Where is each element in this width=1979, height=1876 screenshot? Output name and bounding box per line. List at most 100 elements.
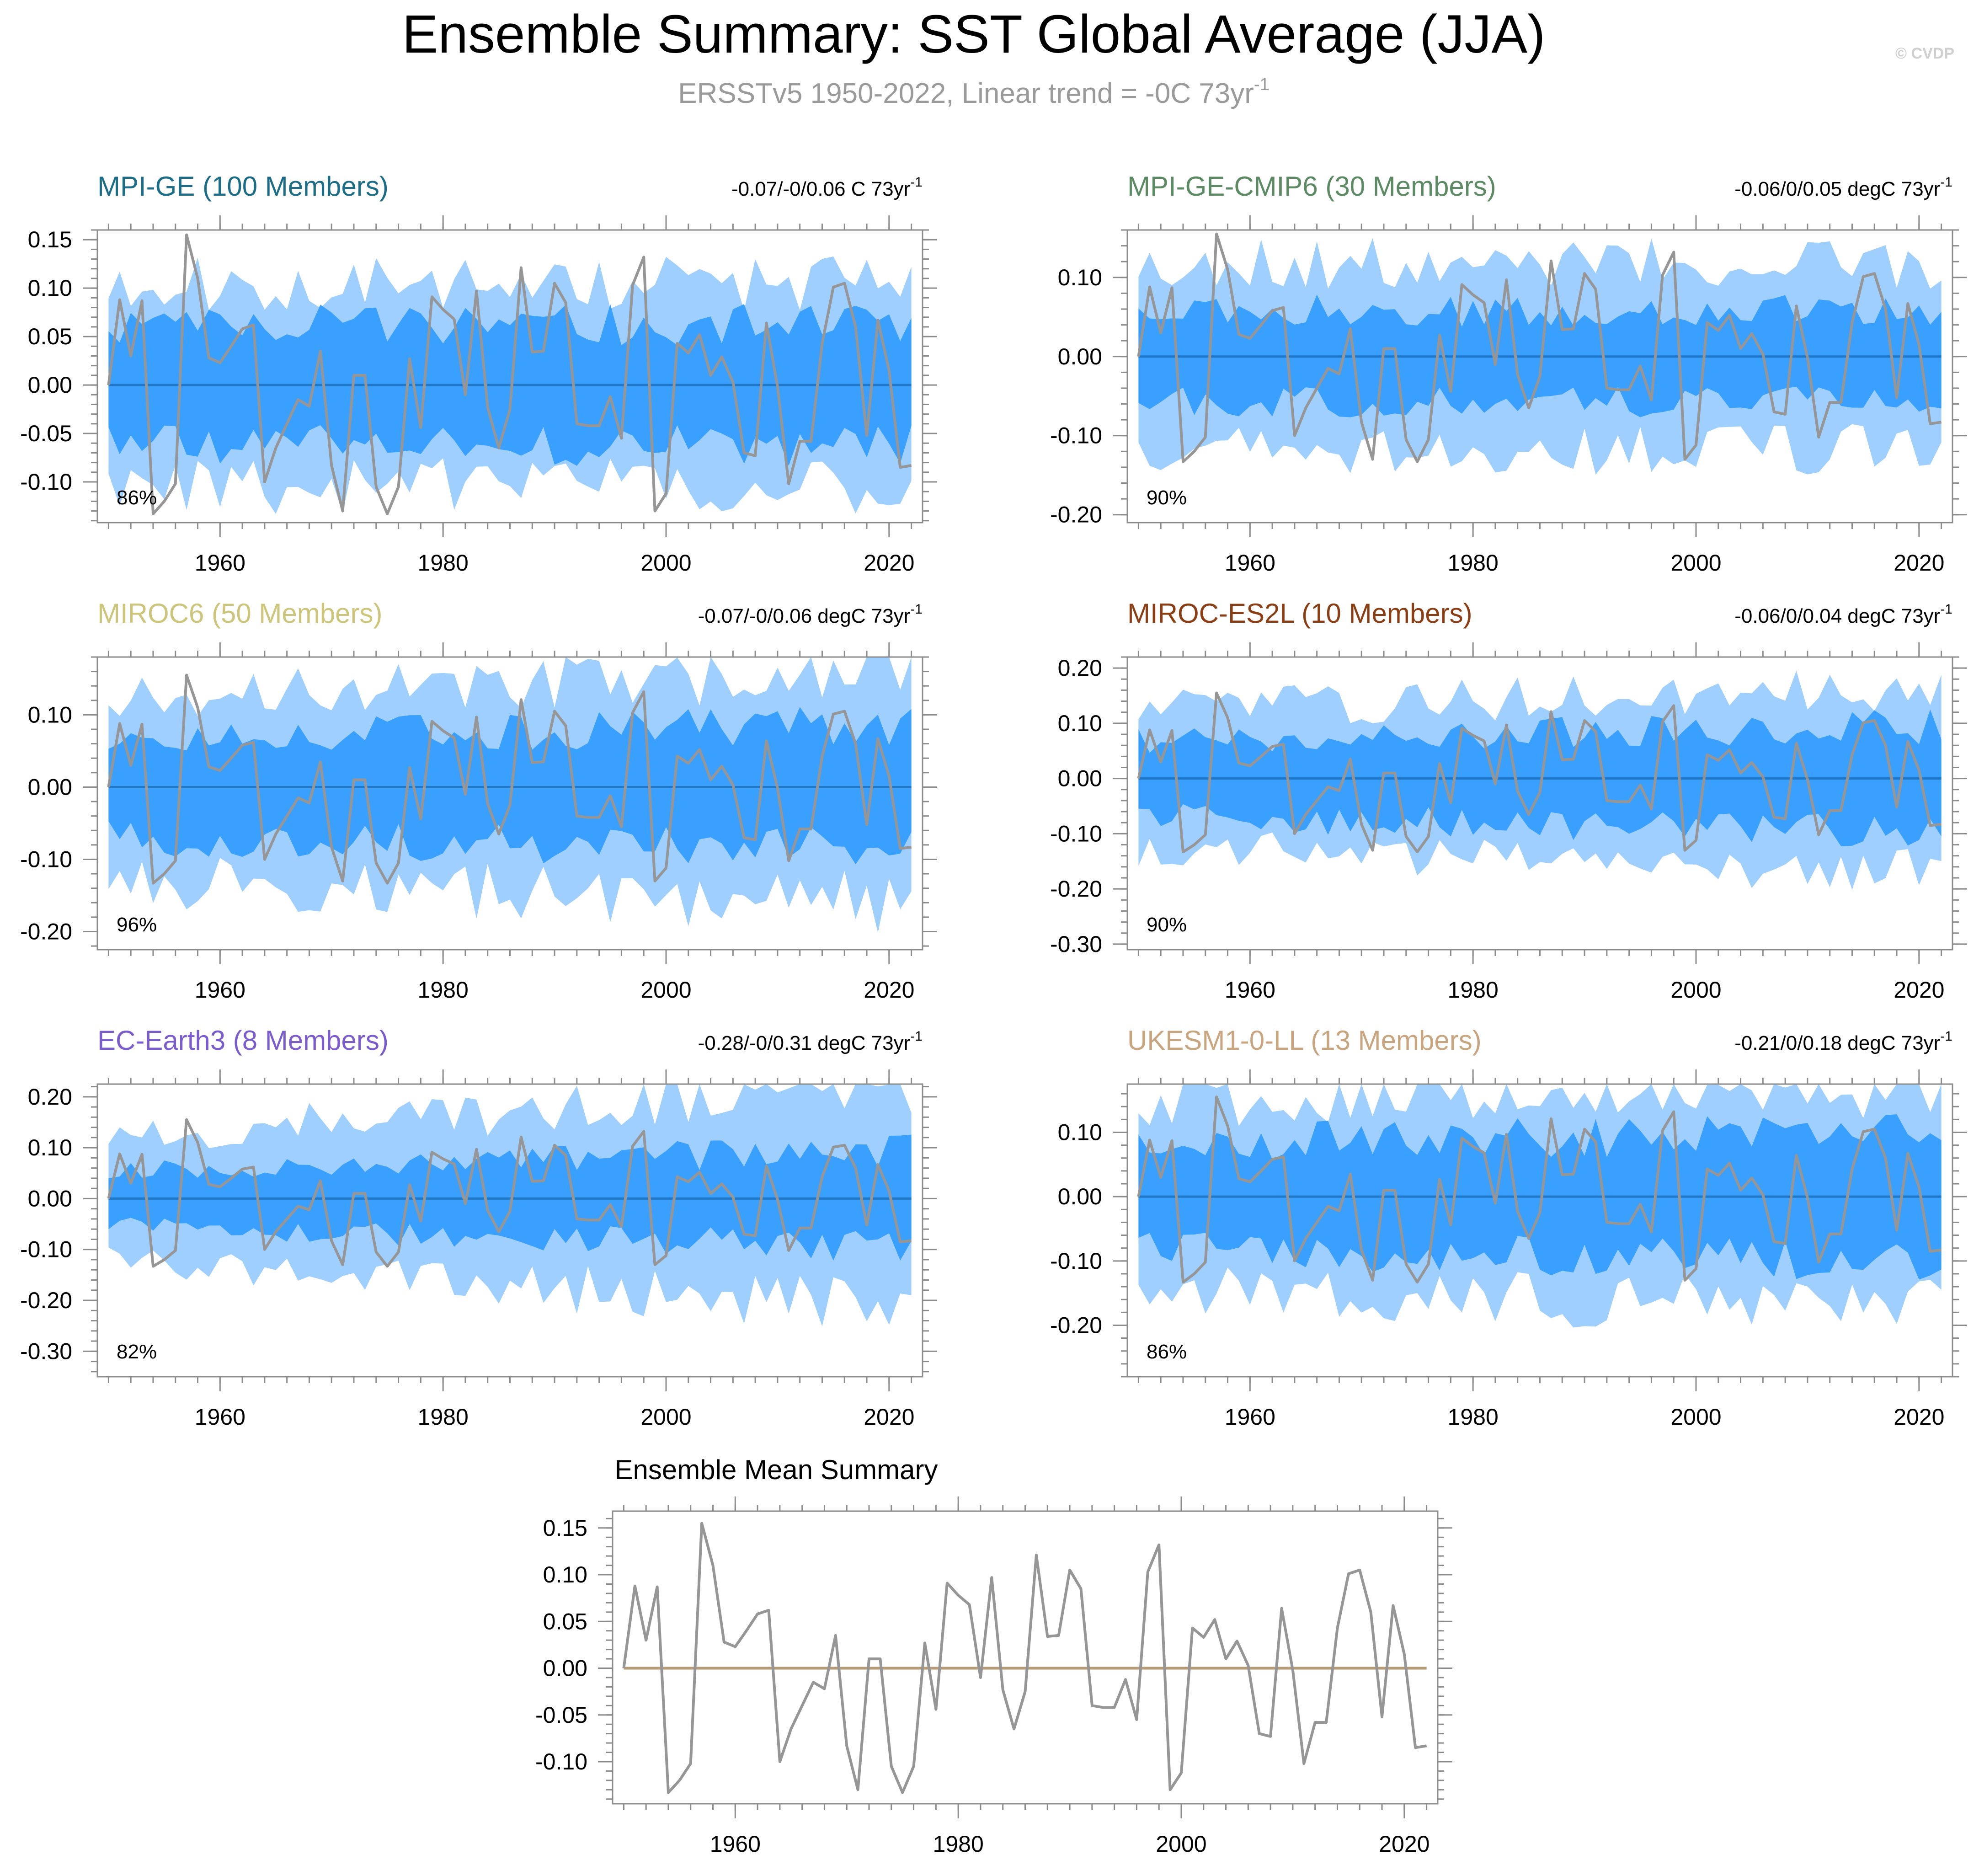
- panel-mpi-ge-cmip6-y-tick-label: -0.10: [1050, 423, 1102, 449]
- figure-title: Ensemble Summary: SST Global Average (JJ…: [402, 4, 1546, 64]
- panel-ukesm1-0-ll-x-tick-label: 1960: [1225, 1404, 1275, 1430]
- panel-miroc-es2l-x-tick-label: 2020: [1894, 977, 1944, 1003]
- panel-miroc-es2l-y-tick-label: -0.30: [1050, 931, 1102, 957]
- panel-mean-summary-y-tick-label: -0.10: [535, 1749, 587, 1774]
- panel-ec-earth3-x-tick-label: 1960: [195, 1404, 245, 1430]
- panel-mean-summary-y-tick-label: 0.00: [543, 1656, 587, 1681]
- panel-mpi-ge-y-tick-label: -0.05: [20, 421, 72, 446]
- panel-mpi-ge-cmip6-x-tick-label: 2000: [1670, 550, 1721, 576]
- panel-miroc-es2l-y-tick-label: 0.00: [1058, 766, 1102, 791]
- panel-mpi-ge-observations-line: [107, 233, 912, 515]
- figure-subtitle-sup: -1: [1254, 75, 1270, 94]
- panel-miroc6-y-tick-label: 0.10: [28, 702, 72, 727]
- panel-mpi-ge-x-tick-label: 1980: [418, 550, 469, 576]
- panel-ec-earth3-observations-line: [107, 1118, 912, 1268]
- panel-mpi-ge-cmip6: 1960 1980 2000 2020 -0.20 -0.10 0.00 0.10 MPI-GE…: [1050, 171, 1967, 576]
- panel-miroc-es2l-observations-line: [1137, 691, 1942, 854]
- panel-miroc-es2l-percent-label: 90%: [1147, 914, 1187, 936]
- cvdp-watermark: © CVDP: [1895, 45, 1954, 62]
- panel-ec-earth3-x-tick-label: 2020: [864, 1404, 914, 1430]
- panel-mpi-ge-cmip6-x-tick-label: 1980: [1448, 550, 1499, 576]
- panel-miroc-es2l-y-tick-label: 0.20: [1058, 655, 1102, 681]
- panel-miroc6-inner-spread-band: [108, 707, 912, 865]
- panel-mpi-ge-cmip6-trend-sup: -1: [1940, 175, 1952, 190]
- panel-ec-earth3-trend-sup: -1: [910, 1029, 923, 1044]
- panel-mpi-ge-y-tick-label: 0.10: [28, 275, 72, 301]
- panel-miroc-es2l-x-tick-label: 1960: [1225, 977, 1275, 1003]
- panel-mpi-ge-trend-label: -0.07/-0/0.06 C 73yr-1: [731, 175, 923, 200]
- panel-miroc-es2l-x-tick-label: 2000: [1670, 977, 1721, 1003]
- panel-ukesm1-0-ll-trend-sup: -1: [1940, 1029, 1952, 1044]
- panel-ec-earth3-trend-text: -0.28/-0/0.31 degC 73yr: [698, 1032, 911, 1054]
- panel-mpi-ge-y-tick-label: 0.05: [28, 324, 72, 349]
- panel-ec-earth3-y-tick-label: -0.10: [20, 1237, 72, 1262]
- panel-ec-earth3-title: EC-Earth3 (8 Members): [97, 1025, 389, 1056]
- panel-miroc-es2l-y-tick-label: -0.20: [1050, 876, 1102, 902]
- panel-mpi-ge-title: MPI-GE (100 Members): [97, 171, 389, 202]
- panel-miroc6-title: MIROC6 (50 Members): [97, 598, 382, 629]
- panel-mpi-ge-cmip6-y-tick-label: 0.00: [1058, 344, 1102, 369]
- panel-mean-summary-x-tick-label: 1960: [710, 1831, 761, 1857]
- panel-ec-earth3-y-tick-label: 0.20: [28, 1084, 72, 1110]
- panel-mpi-ge-frame: [96, 229, 923, 524]
- panel-miroc6-x-tick-label: 1960: [195, 977, 245, 1003]
- panel-ukesm1-0-ll-y-tick-label: 0.10: [1058, 1119, 1102, 1145]
- figure-subtitle-main: ERSSTv5 1950-2022, Linear trend = -0C 73…: [678, 78, 1254, 109]
- panel-ec-earth3-x-tick-label: 1980: [418, 1404, 469, 1430]
- panel-miroc-es2l-y-tick-label: 0.10: [1058, 711, 1102, 736]
- panel-mpi-ge-cmip6-y-tick-label: -0.20: [1050, 502, 1102, 528]
- panel-ukesm1-0-ll-trend-text: -0.21/0/0.18 degC 73yr: [1734, 1032, 1940, 1054]
- panel-ukesm1-0-ll-x-tick-label: 1980: [1448, 1404, 1499, 1430]
- panel-ec-earth3-percent-label: 82%: [117, 1341, 157, 1363]
- figure-subtitle: ERSSTv5 1950-2022, Linear trend = -0C 73…: [678, 75, 1269, 109]
- panel-ukesm1-0-ll-y-tick-label: -0.20: [1050, 1312, 1102, 1338]
- panel-ukesm1-0-ll-percent-label: 86%: [1147, 1341, 1187, 1363]
- panel-mpi-ge-cmip6-frame: [1126, 229, 1953, 524]
- panel-mpi-ge-cmip6-trend-label: -0.06/0/0.05 degC 73yr-1: [1734, 175, 1952, 200]
- panel-ec-earth3-y-tick-label: -0.30: [20, 1338, 72, 1364]
- panel-mean-summary-y-tick-label: -0.05: [535, 1702, 587, 1728]
- panel-miroc-es2l-frame: [1126, 656, 1953, 951]
- panel-miroc-es2l-trend-label: -0.06/0/0.04 degC 73yr-1: [1734, 602, 1952, 627]
- panel-mean-summary-y-tick-label: 0.05: [543, 1609, 587, 1634]
- panel-ukesm1-0-ll-observations-line: [1137, 1096, 1942, 1284]
- panel-mpi-ge-y-tick-label: 0.00: [28, 372, 72, 398]
- panel-miroc6-trend-label: -0.07/-0/0.06 degC 73yr-1: [698, 602, 923, 627]
- panel-miroc6-y-tick-label: -0.20: [20, 919, 72, 944]
- panel-mpi-ge-cmip6-percent-label: 90%: [1147, 486, 1187, 509]
- panel-mpi-ge-percent-label: 86%: [117, 486, 157, 509]
- panel-ec-earth3-trend-label: -0.28/-0/0.31 degC 73yr-1: [698, 1029, 923, 1054]
- panel-mpi-ge-cmip6-title: MPI-GE-CMIP6 (30 Members): [1127, 171, 1496, 202]
- panel-mpi-ge-x-tick-label: 2020: [864, 550, 914, 576]
- panel-ukesm1-0-ll-trend-label: -0.21/0/0.18 degC 73yr-1: [1734, 1029, 1952, 1054]
- panel-miroc-es2l-x-tick-label: 1980: [1448, 977, 1499, 1003]
- panel-mpi-ge-cmip6-x-tick-label: 2020: [1894, 550, 1944, 576]
- panel-miroc-es2l-title: MIROC-ES2L (10 Members): [1127, 598, 1472, 629]
- panel-mpi-ge-cmip6-observations-line: [1137, 232, 1942, 463]
- panel-mpi-ge-cmip6-trend-text: -0.06/0/0.05 degC 73yr: [1734, 178, 1940, 200]
- panel-miroc6-y-tick-label: -0.10: [20, 846, 72, 872]
- panel-miroc6-x-tick-label: 2020: [864, 977, 914, 1003]
- panel-mean-summary-y-tick-label: 0.15: [543, 1515, 587, 1541]
- panel-miroc-es2l: 1960 1980 2000 2020 -0.30 -0.20 -0.10 0.00 0.10 0…: [1050, 598, 1967, 1003]
- panel-ec-earth3: 1960 1980 2000 2020 -0.30 -0.20 -0.10 0.00 0.10 0…: [20, 1025, 937, 1430]
- panel-mpi-ge-trend-text: -0.07/-0/0.06 C 73yr: [731, 178, 910, 200]
- panel-ec-earth3-y-tick-label: -0.20: [20, 1288, 72, 1313]
- panel-miroc6-trend-text: -0.07/-0/0.06 degC 73yr: [698, 605, 911, 627]
- panel-ukesm1-0-ll-x-tick-label: 2020: [1894, 1404, 1944, 1430]
- panel-mpi-ge-y-tick-label: -0.10: [20, 469, 72, 495]
- panel-miroc-es2l-trend-text: -0.06/0/0.04 degC 73yr: [1734, 605, 1940, 627]
- panel-miroc6-percent-label: 96%: [117, 914, 157, 936]
- panel-miroc6-x-tick-label: 2000: [640, 977, 691, 1003]
- panel-ukesm1-0-ll: 1960 1980 2000 2020 -0.20 -0.10 0.00 0.10 UKESM1…: [1050, 1025, 1967, 1430]
- panel-miroc6-y-tick-label: 0.00: [28, 774, 72, 800]
- panel-ec-earth3-y-tick-label: 0.00: [28, 1186, 72, 1211]
- panel-ukesm1-0-ll-frame: [1126, 1083, 1953, 1378]
- panel-ukesm1-0-ll-x-tick-label: 2000: [1670, 1404, 1721, 1430]
- panel-mpi-ge-cmip6-x-tick-label: 1960: [1225, 550, 1275, 576]
- panel-miroc-es2l-y-tick-label: -0.10: [1050, 821, 1102, 846]
- panel-mean-summary-y-tick-label: 0.10: [543, 1562, 587, 1587]
- panel-mean-summary-x-tick-label: 2000: [1156, 1831, 1206, 1857]
- panel-ensemble-mean-summary: 1960 1980 2000 2020 -0.10 -0.05 0.00 0.05 0.10 0.…: [535, 1454, 1452, 1857]
- panel-ukesm1-0-ll-y-tick-label: -0.10: [1050, 1248, 1102, 1274]
